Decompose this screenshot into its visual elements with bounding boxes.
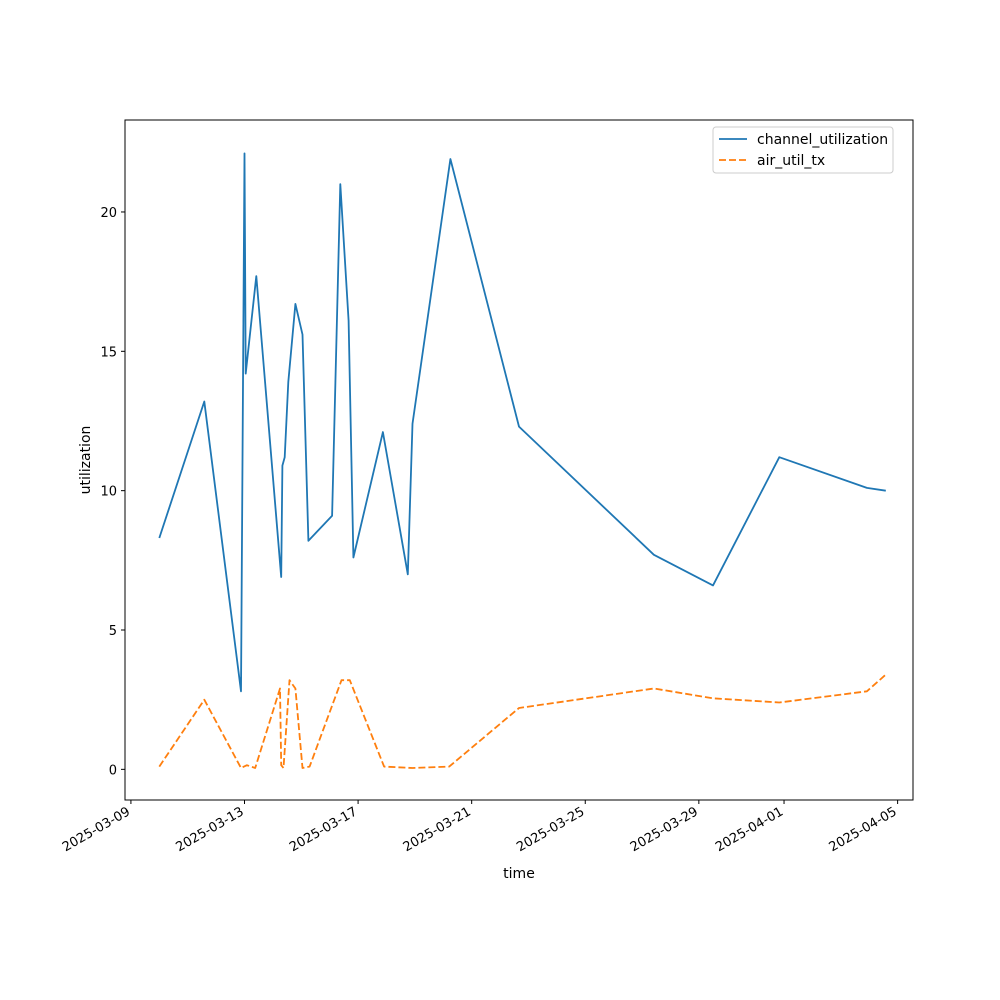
x-tick-label: 2025-03-21 — [401, 804, 474, 855]
y-axis-label: utilization — [78, 426, 94, 495]
legend-box — [712, 126, 894, 174]
series-line-channel-utilization — [158, 152, 886, 693]
y-axis: 0 5 10 15 20 — [100, 206, 125, 778]
y-tick-label: 15 — [100, 345, 117, 360]
axes-frame — [124, 119, 914, 801]
x-tick-label: 2025-04-01 — [713, 804, 786, 855]
y-tick-label: 10 — [100, 485, 117, 500]
x-tick-label: 2025-03-25 — [514, 804, 587, 855]
legend-label: channel_utilization — [757, 132, 888, 148]
x-tick-label: 2025-03-13 — [174, 804, 247, 855]
x-tick-label: 2025-03-29 — [628, 804, 701, 855]
x-axis-label: time — [503, 866, 535, 882]
x-axis: 2025-03-09 2025-03-13 2025-03-17 2025-03-21… — [60, 800, 900, 855]
x-tick-label: 2025-03-09 — [60, 804, 133, 855]
y-tick-label: 5 — [109, 624, 117, 639]
series-line-air-util-tx — [158, 673, 887, 769]
y-tick-label: 20 — [100, 206, 117, 221]
x-tick-label: 2025-03-17 — [287, 804, 360, 855]
legend: channel_utilization air_util_tx — [712, 126, 894, 174]
plot-area — [158, 152, 887, 769]
x-tick-label: 2025-04-05 — [827, 804, 900, 855]
legend-label: air_util_tx — [757, 153, 825, 169]
y-tick-label: 0 — [109, 763, 117, 778]
